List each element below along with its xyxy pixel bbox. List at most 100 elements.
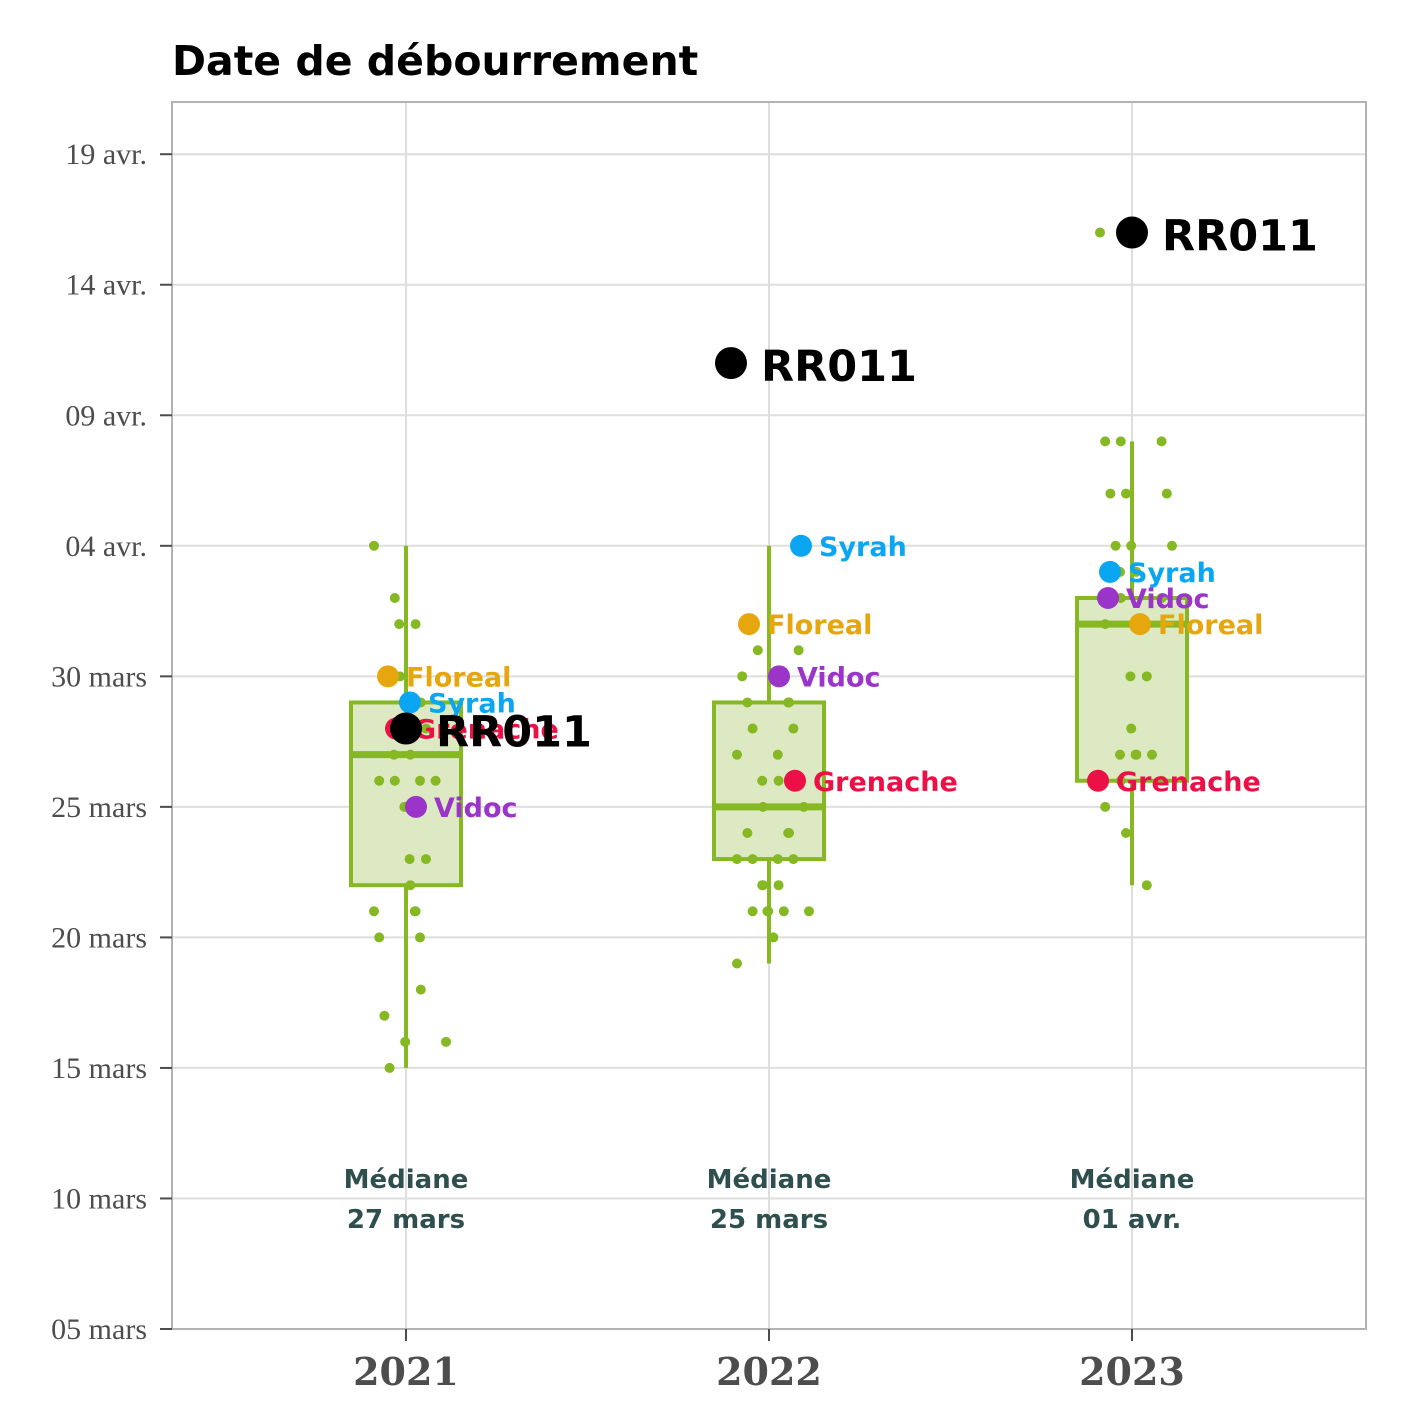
- y-tick-label: 05 mars: [51, 1313, 147, 1346]
- x-tick-label: 2022: [716, 1349, 822, 1394]
- data-point: [1115, 436, 1126, 447]
- data-point: [742, 697, 753, 708]
- y-tick-label: 30 mars: [51, 660, 147, 693]
- box-iqr: [712, 700, 826, 862]
- data-point: [1095, 227, 1105, 238]
- data-point: [441, 1036, 451, 1047]
- data-point: [1126, 723, 1137, 734]
- data-point: [804, 906, 814, 917]
- data-point: [1141, 671, 1152, 682]
- variety-marker-syrah: [1099, 560, 1121, 583]
- median-annotations: Médiane 27 mars Médiane 25 mars Médiane 01 av…: [344, 1165, 1195, 1235]
- data-point: [758, 880, 768, 891]
- data-point: [757, 775, 768, 786]
- data-point: [415, 932, 425, 943]
- median-annotation-date: 25 mars: [710, 1205, 828, 1235]
- variety-label-floreal: Floreal: [406, 662, 511, 693]
- data-point: [400, 1036, 411, 1047]
- data-point: [784, 827, 794, 838]
- data-point: [405, 749, 416, 760]
- variety-label-rr011: RR011: [436, 708, 592, 758]
- data-point: [430, 775, 441, 786]
- variety-marker-rr011: [715, 347, 747, 380]
- data-point: [732, 958, 742, 969]
- variety-label-syrah: Syrah: [819, 532, 907, 563]
- variety-marker-rr011: [1116, 216, 1148, 249]
- data-point: [389, 593, 400, 604]
- y-axis: 05 mars 10 mars 15 mars 20 mars 25 mars 30 ma…: [51, 138, 172, 1346]
- data-point: [732, 854, 742, 865]
- data-point: [1115, 749, 1125, 760]
- data-point: [1121, 488, 1131, 499]
- variety-marker-grenache: [784, 769, 806, 792]
- data-point: [1110, 540, 1121, 551]
- data-point: [1156, 593, 1167, 604]
- median-annotation-label: Médiane: [707, 1165, 832, 1195]
- data-point: [415, 775, 425, 786]
- data-point: [773, 880, 784, 891]
- data-point: [793, 645, 804, 656]
- data-point: [405, 880, 416, 891]
- data-point: [784, 697, 794, 708]
- data-point: [374, 775, 385, 786]
- data-point: [1100, 436, 1111, 447]
- data-point: [410, 906, 421, 917]
- data-point: [415, 984, 426, 995]
- data-point: [752, 645, 763, 656]
- y-tick-label: 20 mars: [51, 921, 147, 954]
- median-annotation-date: 27 mars: [347, 1205, 465, 1235]
- jitter-points: [369, 227, 1177, 1073]
- data-point: [369, 906, 379, 917]
- variety-label-grenache: Grenache: [813, 767, 958, 798]
- variety-marker-vidoc: [405, 795, 427, 818]
- variety-label-floreal: Floreal: [1158, 610, 1263, 641]
- data-point: [404, 854, 415, 865]
- data-point: [1126, 540, 1137, 551]
- data-point: [1156, 436, 1167, 447]
- data-point: [772, 854, 783, 865]
- variety-marker-floreal: [738, 613, 760, 636]
- y-tick-label: 10 mars: [51, 1182, 147, 1215]
- data-point: [394, 619, 405, 630]
- variety-marker-syrah: [399, 691, 421, 714]
- variety-marker-syrah: [790, 534, 812, 557]
- median-annotation-label: Médiane: [344, 1165, 469, 1195]
- data-point: [763, 906, 774, 917]
- data-point: [410, 619, 421, 630]
- data-point: [421, 723, 431, 734]
- data-point: [369, 540, 379, 551]
- data-point: [773, 775, 784, 786]
- x-tick-label: 2021: [353, 1349, 459, 1394]
- data-point: [788, 854, 799, 865]
- data-point: [798, 801, 809, 812]
- data-point: [788, 723, 799, 734]
- data-point: [1115, 775, 1126, 786]
- chart-title: Date de débourrement: [172, 37, 698, 85]
- y-tick-label: 25 mars: [51, 791, 147, 824]
- median-annotation-date: 01 avr.: [1083, 1205, 1182, 1235]
- x-axis: 2021 2022 2023: [353, 1329, 1185, 1394]
- data-point: [747, 723, 758, 734]
- data-point: [1105, 488, 1116, 499]
- data-point: [732, 749, 742, 760]
- data-point: [742, 827, 753, 838]
- y-tick-label: 04 avr.: [65, 530, 147, 563]
- variety-marker-vidoc: [1097, 587, 1119, 610]
- y-tick-label: 14 avr.: [65, 269, 147, 302]
- data-point: [1141, 880, 1152, 891]
- variety-label-rr011: RR011: [1162, 212, 1318, 262]
- variety-label-grenache: Grenache: [1116, 767, 1261, 798]
- data-point: [1100, 801, 1111, 812]
- data-point: [747, 906, 758, 917]
- variety-label-grenache: Grenache: [414, 715, 559, 746]
- variety-label-floreal: Floreal: [767, 610, 872, 641]
- y-tick-label: 15 mars: [51, 1052, 147, 1085]
- data-point: [1156, 775, 1167, 786]
- data-point: [1131, 749, 1142, 760]
- data-point: [1147, 749, 1157, 760]
- data-point: [737, 671, 748, 682]
- variety-label-syrah: Syrah: [1128, 558, 1216, 589]
- data-point: [1167, 540, 1177, 551]
